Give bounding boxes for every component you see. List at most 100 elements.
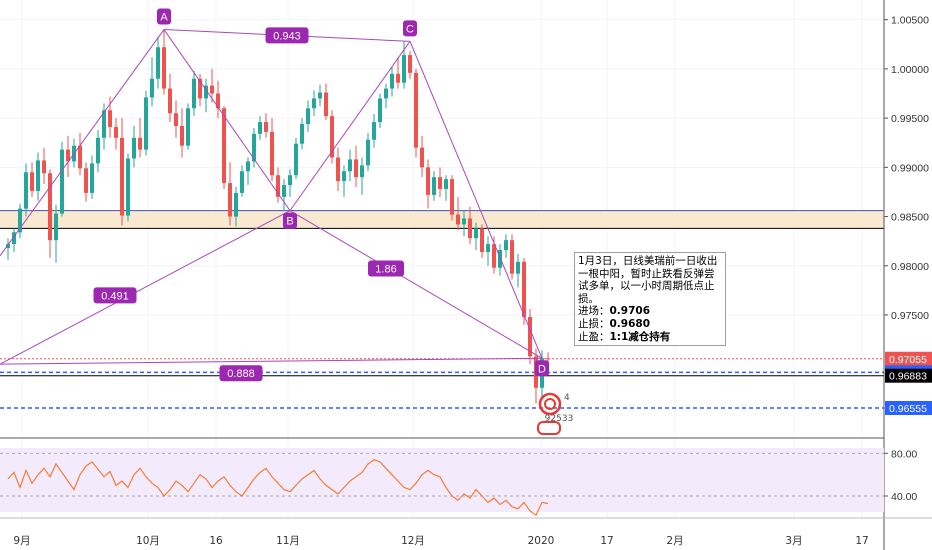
price-tick-label: 0.98000: [891, 261, 929, 273]
harmonic-pattern-line: [0, 357, 543, 365]
candle-body: [234, 192, 238, 217]
candle-body: [156, 47, 160, 79]
candle-body: [426, 167, 430, 195]
pattern-ratio-label: 0.888: [227, 368, 255, 380]
pattern-point-b-badge: [283, 212, 297, 229]
candle-body: [90, 163, 94, 193]
candle-body: [198, 78, 202, 99]
support-zone: [0, 210, 884, 229]
watermark-stamp-base: [537, 421, 561, 435]
candle-body: [366, 139, 370, 166]
price-label: 0.96883: [889, 371, 927, 383]
candle-body: [138, 137, 142, 150]
candle-body: [384, 88, 388, 99]
candle-body: [252, 133, 256, 162]
stop-value: 0.9680: [609, 317, 651, 330]
watermark-stamp-core: [544, 398, 556, 410]
candle-body: [120, 137, 124, 216]
pattern-point-b: B: [286, 216, 293, 228]
candle-body: [42, 160, 46, 174]
candle-body: [114, 126, 118, 138]
candle-body: [348, 159, 352, 172]
candle-body: [18, 208, 22, 233]
candle-body: [108, 110, 112, 127]
rsi-tick-label: 40.00: [891, 491, 917, 503]
pattern-point-c: C: [406, 23, 414, 35]
candle-body: [408, 55, 412, 73]
candle-body: [360, 165, 364, 178]
candle-body: [180, 125, 184, 146]
candle-body: [474, 228, 478, 239]
candle-body: [522, 261, 526, 317]
candle-body: [354, 159, 358, 178]
pattern-ratio-badge: [93, 287, 137, 304]
candle-body: [342, 171, 346, 182]
candle-body: [246, 161, 250, 172]
candle-body: [324, 92, 328, 117]
candle-body: [78, 145, 82, 169]
candle-body: [492, 244, 496, 268]
candle-body: [546, 358, 550, 360]
time-tick-label: 16: [209, 535, 223, 547]
harmonic-pattern-line: [409, 41, 543, 359]
entry-value: 0.9706: [609, 305, 651, 318]
price-label-bg: [885, 368, 932, 383]
harmonic-pattern-line: [0, 210, 291, 365]
candle-body: [294, 143, 298, 176]
candle-body: [222, 108, 226, 184]
pattern-point-a-badge: [157, 8, 171, 25]
candle-body: [6, 244, 10, 249]
harmonic-pattern-line: [289, 41, 411, 211]
candle-body: [264, 122, 268, 132]
candle-body: [390, 73, 394, 89]
candle-body: [132, 137, 136, 159]
watermark-stamp-ring: [538, 392, 562, 416]
candle-body: [96, 137, 100, 164]
candle-body: [66, 149, 70, 162]
time-tick-label: 2020: [528, 535, 555, 547]
candle-body: [402, 55, 406, 83]
candle-body: [270, 131, 274, 176]
candle-body: [282, 185, 286, 197]
time-tick-label: 10月: [136, 535, 160, 547]
price-tick-label: 0.97500: [891, 310, 929, 322]
time-tick-label: 2月: [666, 535, 683, 547]
candle-body: [240, 171, 244, 193]
candle-body: [336, 157, 340, 182]
candle-body: [318, 92, 322, 99]
harmonic-pattern-line: [0, 29, 165, 257]
candle-body: [30, 172, 34, 191]
take-value: 1:1减仓持有: [609, 330, 671, 343]
candle-body: [510, 240, 514, 274]
watermark-small-number: 4: [564, 393, 570, 403]
pattern-point-a: A: [160, 12, 168, 24]
price-label: 0.96555: [889, 403, 927, 415]
harmonic-pattern-line: [163, 29, 291, 211]
time-tick-label: 9月: [13, 535, 30, 547]
candle-body: [444, 179, 448, 189]
pattern-ratio-badge: [219, 365, 263, 382]
candle-body: [144, 97, 148, 150]
watermark-number: 92533: [545, 414, 574, 424]
price-tick-label: 1.00500: [891, 15, 929, 27]
entry-label: 进场：: [578, 305, 610, 318]
time-tick-label: 17: [855, 535, 868, 547]
time-tick-label: 17: [600, 535, 613, 547]
candle-body: [60, 149, 64, 214]
trade-note-header: 1月3日，日线美瑞前一日收出一根中阳，暂时止跌看反弹尝试多单，以一小时周期低点止…: [578, 255, 718, 305]
time-tick-label: 3月: [785, 535, 802, 547]
candle-body: [102, 110, 106, 138]
candle-body: [414, 72, 418, 148]
candle-body: [84, 168, 88, 193]
price-tick-label: 0.99000: [891, 162, 929, 174]
candle-body: [396, 73, 400, 83]
candle-body: [210, 85, 214, 94]
candle-body: [504, 240, 508, 251]
pattern-point-c-badge: [403, 20, 417, 37]
price-label: 0.97055: [889, 354, 927, 366]
candle-body: [486, 244, 490, 252]
price-label-bg: [885, 351, 932, 366]
candle-body: [186, 108, 190, 146]
candle-body: [528, 316, 532, 357]
